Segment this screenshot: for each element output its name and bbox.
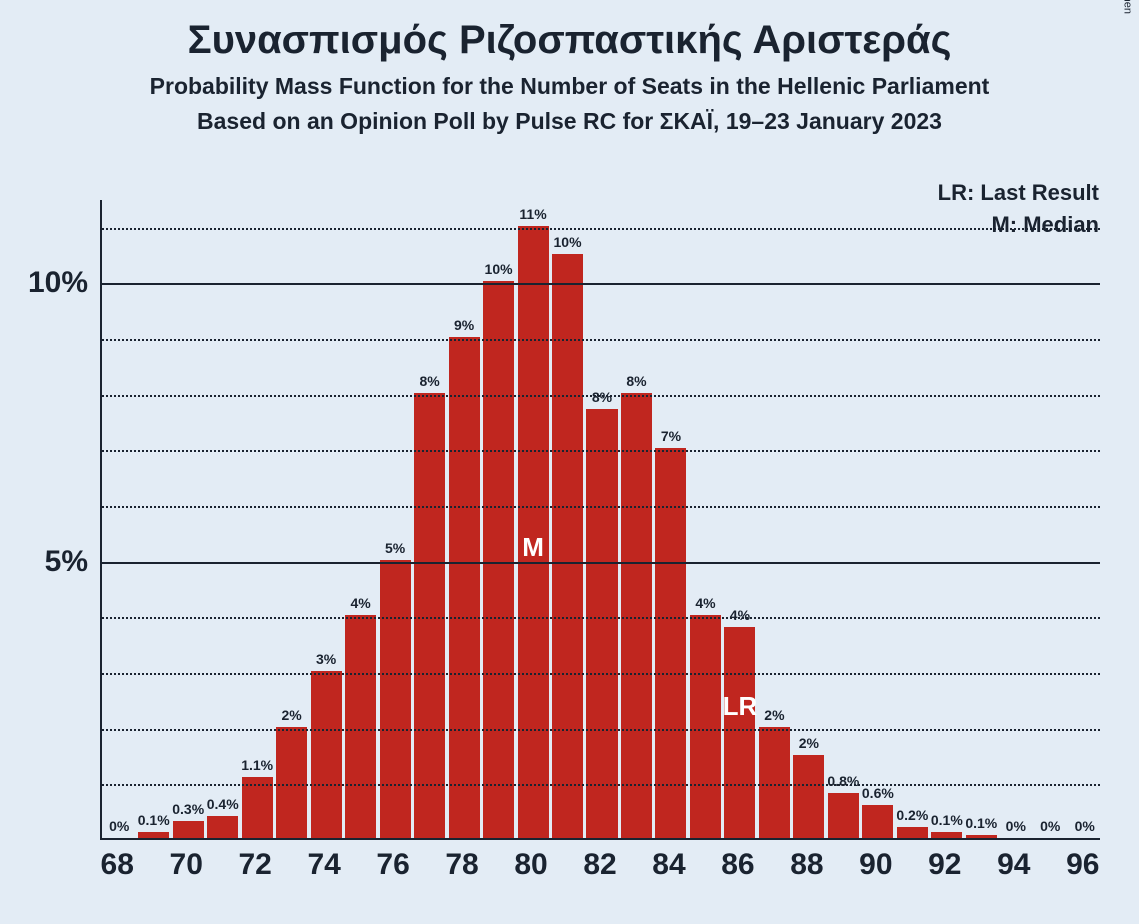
bar-value-label: 2%	[282, 707, 302, 723]
chart-bar	[966, 835, 997, 838]
chart-bar	[207, 816, 238, 838]
x-axis-label: 76	[376, 848, 409, 882]
bar-value-label: 2%	[799, 735, 819, 751]
chart-bar	[793, 755, 824, 838]
chart-bar	[414, 393, 445, 838]
x-axis-label: 86	[721, 848, 754, 882]
chart-bar	[276, 727, 307, 838]
x-axis-label: 70	[170, 848, 203, 882]
bar-value-label: 4%	[350, 595, 370, 611]
chart-bar	[828, 793, 859, 838]
bar-value-label: 0.2%	[896, 807, 928, 823]
chart-bar	[759, 727, 790, 838]
gridline-minor	[102, 673, 1100, 675]
bar-value-label: 7%	[661, 428, 681, 444]
bar-value-label: 3%	[316, 651, 336, 667]
bar-value-label: 0.1%	[138, 812, 170, 828]
bar-value-label: 0%	[1006, 818, 1026, 834]
bar-value-label: 8%	[419, 373, 439, 389]
x-axis-label: 74	[307, 848, 340, 882]
gridline-minor	[102, 339, 1100, 341]
bar-value-label: 8%	[626, 373, 646, 389]
gridline-minor	[102, 450, 1100, 452]
x-axis-label: 80	[514, 848, 547, 882]
copyright-text: © 2023 Filip van Laenen	[1121, 0, 1133, 14]
x-axis-label: 94	[997, 848, 1030, 882]
bar-value-label: 0.6%	[862, 785, 894, 801]
x-axis-label: 84	[652, 848, 685, 882]
bar-value-label: 2%	[764, 707, 784, 723]
chart-bar	[173, 821, 204, 838]
chart-bar	[621, 393, 652, 838]
x-axis-label: 88	[790, 848, 823, 882]
x-axis-label: 90	[859, 848, 892, 882]
bar-value-label: 9%	[454, 317, 474, 333]
gridline-minor	[102, 228, 1100, 230]
y-axis-label: 10%	[28, 266, 88, 300]
bar-value-label: 0%	[1040, 818, 1060, 834]
bar-value-label: 0.1%	[931, 812, 963, 828]
bar-value-label: 1.1%	[241, 757, 273, 773]
median-marker: M	[522, 532, 544, 563]
main-title: Συνασπισμός Ριζοσπαστικής Αριστεράς	[0, 18, 1139, 63]
x-axis-label: 72	[238, 848, 271, 882]
gridline-minor	[102, 784, 1100, 786]
chart-bar	[862, 805, 893, 838]
x-axis-label: 78	[445, 848, 478, 882]
subtitle-2: Based on an Opinion Poll by Pulse RC for…	[0, 108, 1139, 135]
chart-bar	[690, 615, 721, 838]
x-axis-label: 68	[101, 848, 134, 882]
gridline-minor	[102, 395, 1100, 397]
chart-area: 0%0.1%0.3%0.4%1.1%2%3%4%5%8%9%10%11%M10%…	[100, 200, 1100, 840]
bar-value-label: 11%	[519, 206, 546, 222]
bar-value-label: 0.1%	[965, 815, 997, 831]
bar-value-label: 0%	[1075, 818, 1095, 834]
x-axis-label: 96	[1066, 848, 1099, 882]
bar-value-label: 4%	[730, 607, 750, 623]
bar-value-label: 4%	[695, 595, 715, 611]
chart-bar	[449, 337, 480, 838]
bar-value-label: 10%	[554, 234, 582, 250]
bar-value-label: 0.3%	[172, 801, 204, 817]
gridline-major	[102, 562, 1100, 564]
gridline-minor	[102, 506, 1100, 508]
chart-bar	[483, 281, 514, 838]
last-result-marker: LR	[723, 691, 758, 722]
y-axis-label: 5%	[45, 545, 88, 579]
chart-bar	[552, 254, 583, 838]
chart-bar	[724, 627, 755, 838]
x-axis-label: 92	[928, 848, 961, 882]
bar-value-label: 0%	[109, 818, 129, 834]
bar-value-label: 5%	[385, 540, 405, 556]
chart-bar	[345, 615, 376, 838]
chart-bar	[380, 560, 411, 838]
chart-bar	[138, 832, 169, 838]
bar-value-label: 10%	[485, 261, 513, 277]
chart-bar	[897, 827, 928, 838]
chart-bar	[311, 671, 342, 838]
bar-value-label: 8%	[592, 389, 612, 405]
chart-bar	[586, 409, 617, 838]
x-axis-label: 82	[583, 848, 616, 882]
bar-value-label: 0.8%	[827, 773, 859, 789]
bar-value-label: 0.4%	[207, 796, 239, 812]
gridline-major	[102, 283, 1100, 285]
subtitle-1: Probability Mass Function for the Number…	[0, 73, 1139, 100]
chart-bar	[931, 832, 962, 838]
gridline-minor	[102, 729, 1100, 731]
gridline-minor	[102, 617, 1100, 619]
